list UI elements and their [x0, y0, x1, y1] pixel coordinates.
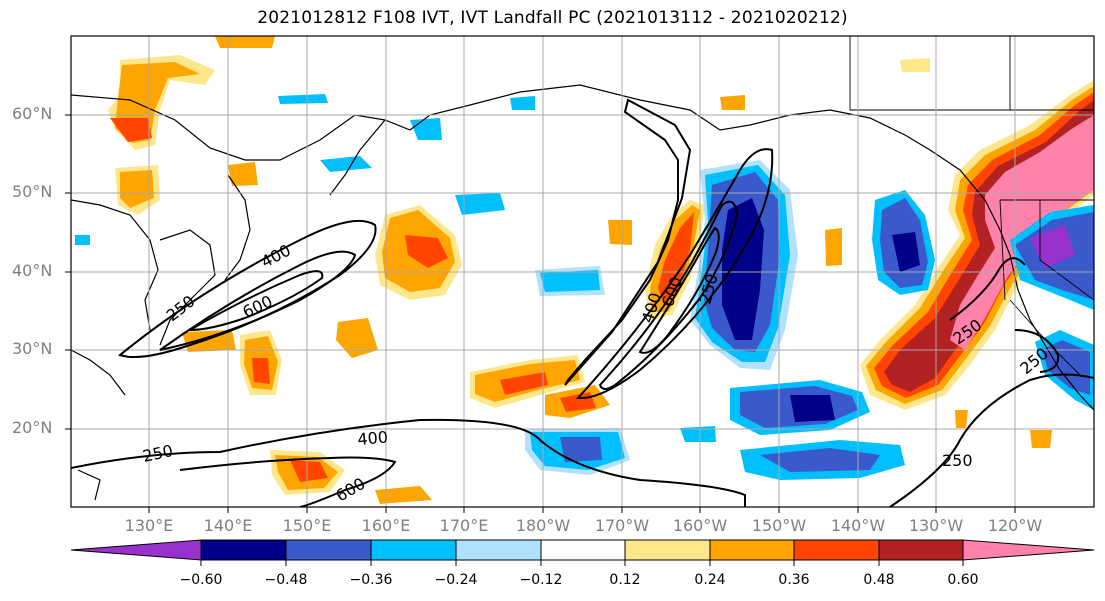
lon-label-130e: 130°E	[124, 516, 174, 535]
lon-label-170w: 170°W	[594, 516, 650, 535]
colorbar-tick-label: −0.24	[434, 572, 478, 588]
lat-label-50n: 50°N	[12, 182, 53, 201]
colorbar-segment	[878, 539, 964, 561]
tick-marks	[65, 114, 1016, 513]
contour-label: 400	[357, 427, 389, 449]
ivt-contours	[71, 98, 1094, 507]
colorbar-ticks	[200, 560, 964, 566]
colorbar-tick-label: 0.36	[778, 572, 810, 588]
map-title: 2021012812 F108 IVT, IVT Landfall PC (20…	[257, 8, 848, 28]
colorbar-extend-high	[962, 539, 1095, 561]
lat-lon-grid	[71, 36, 1094, 507]
negative-anomaly-shading	[75, 94, 1094, 480]
lon-label-140e: 140°E	[203, 516, 253, 535]
colorbar-tick-label: 0.60	[947, 572, 979, 588]
colorbar-tick-label: −0.36	[349, 572, 393, 588]
lon-label-150w: 150°W	[751, 516, 807, 535]
colorbar-segment	[285, 539, 372, 561]
lon-label-180w: 180°W	[515, 516, 571, 535]
lon-label-130w: 130°W	[908, 516, 964, 535]
lon-label-170e: 170°E	[439, 516, 489, 535]
colorbar-tick-label: 0.12	[609, 572, 641, 588]
contour-label: 600	[240, 291, 276, 321]
colorbar	[70, 539, 1095, 561]
colorbar-tick-label: −0.12	[519, 572, 563, 588]
lon-label-150e: 150°E	[282, 516, 332, 535]
colorbar-segment	[540, 539, 626, 561]
colorbar-tick-label: −0.48	[264, 572, 308, 588]
colorbar-tick-label: −0.60	[179, 572, 223, 588]
colorbar-segment	[370, 539, 457, 561]
lat-label-60n: 60°N	[12, 104, 53, 123]
contour-label: 250	[942, 451, 973, 470]
lat-label-30n: 30°N	[12, 339, 53, 358]
colorbar-segment	[709, 539, 795, 561]
lon-label-120w: 120°W	[987, 516, 1043, 535]
lon-label-160e: 160°E	[361, 516, 411, 535]
colorbar-extend-low	[70, 539, 202, 561]
lat-label-20n: 20°N	[12, 418, 53, 437]
colorbar-segment	[793, 539, 880, 561]
lat-label-40n: 40°N	[12, 261, 53, 280]
colorbar-tick-label: 0.48	[863, 572, 895, 588]
colorbar-tick-label: 0.24	[694, 572, 726, 588]
lon-label-160w: 160°W	[672, 516, 728, 535]
colorbar-segment	[455, 539, 542, 561]
colorbar-segment	[200, 539, 287, 561]
lon-label-140w: 140°W	[830, 516, 886, 535]
contour-label: 250	[141, 441, 175, 466]
colorbar-segment	[624, 539, 711, 561]
